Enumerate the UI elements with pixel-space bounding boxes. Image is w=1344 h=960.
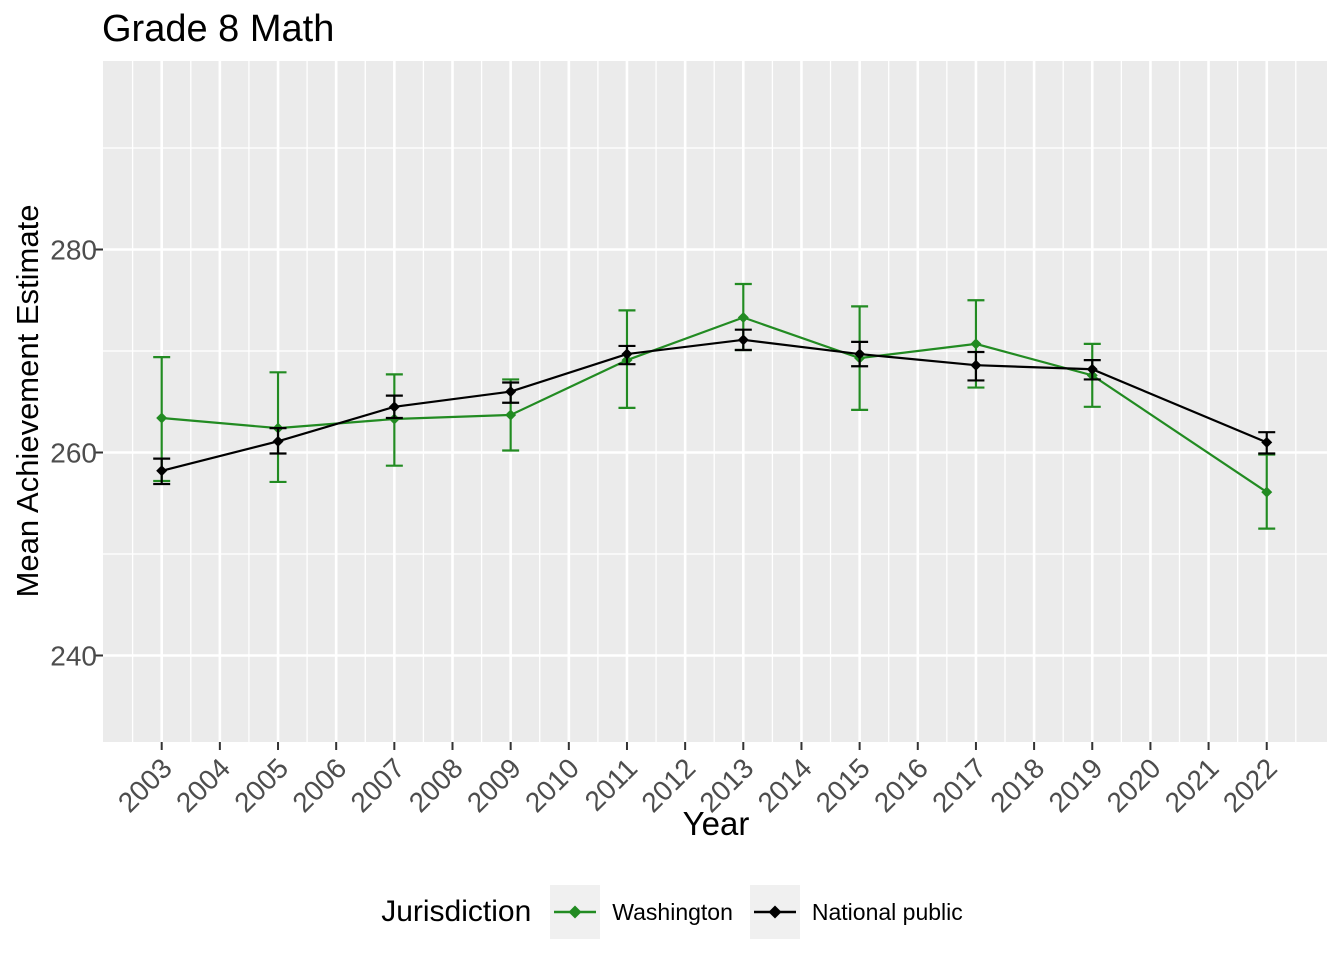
data-point-washington — [1261, 486, 1273, 498]
data-point-national-public — [737, 334, 749, 346]
x-tick-label: 2010 — [519, 752, 585, 818]
data-point-washington — [156, 412, 168, 424]
y-tick-label: 280 — [50, 235, 97, 266]
legend-label: National public — [811, 898, 963, 925]
legend-title: Jurisdiction — [381, 895, 532, 928]
x-tick-label: 2018 — [984, 752, 1050, 818]
y-tick-label: 240 — [50, 641, 97, 672]
legend-symbol-washington — [554, 905, 597, 919]
x-tick-label: 2006 — [286, 752, 352, 818]
x-tick-label: 2022 — [1217, 752, 1283, 818]
legend-label: Washington — [612, 898, 733, 925]
legend: Jurisdiction Washington National public — [0, 882, 1344, 942]
y-tick-label: 260 — [50, 438, 97, 469]
data-point-national-public — [1086, 363, 1098, 375]
legend-items: Washington National public — [550, 885, 963, 939]
data-point-national-public — [1261, 436, 1273, 448]
x-tick-label: 2019 — [1043, 752, 1109, 818]
x-tick-label: 2017 — [926, 752, 992, 818]
data-point-national-public — [272, 435, 284, 447]
series-line-national-public — [161, 338, 1268, 472]
x-tick-label: 2005 — [228, 752, 294, 818]
series-national-public — [153, 328, 1276, 486]
data-point-national-public — [156, 465, 168, 477]
data-point-washington — [505, 409, 517, 421]
x-tick-label: 2011 — [579, 752, 644, 817]
legend-item-national-public: National public — [749, 885, 963, 939]
data-point-washington — [737, 312, 749, 324]
x-tick-label: 2016 — [868, 752, 934, 818]
panel-background — [103, 61, 1327, 742]
x-axis-title: Year — [682, 805, 750, 842]
data-point-national-public — [621, 348, 633, 360]
x-tick-label: 2015 — [810, 752, 876, 818]
legend-key-washington — [550, 885, 601, 939]
data-point-national-public — [854, 348, 866, 360]
data-point-washington — [970, 338, 982, 350]
data-point-national-public — [970, 359, 982, 371]
legend-item-washington: Washington — [550, 885, 733, 939]
x-tick-label: 2008 — [403, 752, 469, 818]
data-point-national-public — [388, 401, 400, 413]
legend-key-national-public — [749, 885, 800, 939]
data-point-national-public — [505, 386, 517, 398]
x-tick-label: 2007 — [345, 752, 411, 818]
x-tick-label: 2014 — [752, 752, 818, 818]
x-tick-label: 2020 — [1101, 752, 1167, 818]
x-tick-label: 2003 — [112, 752, 178, 818]
x-tick-label: 2021 — [1159, 752, 1225, 818]
legend-symbol-national-public — [753, 905, 796, 919]
plot-title: Grade 8 Math — [102, 8, 335, 50]
x-tick-label: 2004 — [170, 752, 236, 818]
x-tick-label: 2009 — [461, 752, 527, 818]
